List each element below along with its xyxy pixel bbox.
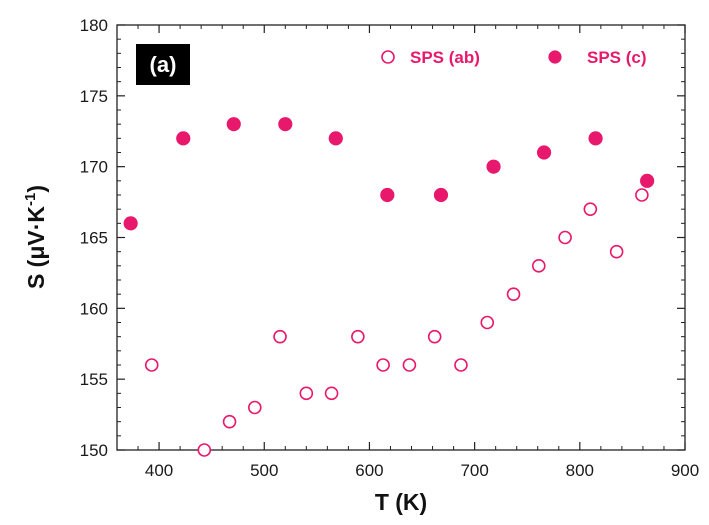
x-tick-label: 600 xyxy=(355,461,383,480)
data-point-sps-ab xyxy=(558,230,572,245)
legend-label-sps-c: SPS (c) xyxy=(587,48,647,67)
data-point-sps-c xyxy=(486,159,501,174)
y-axis-label-main: S (μV·K xyxy=(23,206,49,289)
data-point-sps-c xyxy=(278,117,293,132)
data-point-sps-ab xyxy=(144,358,159,372)
x-axis-label: T (K) xyxy=(375,489,427,515)
legend: SPS (ab) SPS (c) xyxy=(381,48,647,67)
x-tick-label: 400 xyxy=(145,461,173,480)
y-tick-label: 175 xyxy=(80,87,108,106)
legend-label-sps-ab: SPS (ab) xyxy=(410,48,480,67)
y-tick-label: 155 xyxy=(80,370,108,389)
data-point-sps-ab xyxy=(583,202,598,216)
y-axis-label: S (μV·K-1) xyxy=(22,185,49,289)
x-tick-labels: 400 500 600 700 800 900 xyxy=(145,461,699,480)
plot-area xyxy=(116,24,686,451)
data-point-sps-ab xyxy=(324,386,339,401)
data-points xyxy=(123,117,655,457)
data-point-sps-ab xyxy=(427,329,442,344)
data-point-sps-ab xyxy=(454,358,468,372)
y-tick-label: 165 xyxy=(80,229,108,248)
data-point-sps-c xyxy=(226,117,241,132)
y-tick-labels: 150 155 160 165 170 175 180 xyxy=(80,16,108,460)
data-point-sps-ab xyxy=(480,315,495,330)
data-point-sps-ab xyxy=(402,358,417,372)
data-point-sps-ab xyxy=(351,329,365,344)
data-point-sps-ab xyxy=(609,244,624,259)
data-point-sps-c xyxy=(176,131,191,146)
data-point-sps-ab xyxy=(197,443,212,457)
x-tick-label: 900 xyxy=(671,461,699,480)
data-point-sps-c xyxy=(380,187,395,203)
legend-marker-sps-ab xyxy=(381,50,395,64)
y-tick-label: 160 xyxy=(80,299,108,318)
data-point-sps-ab xyxy=(531,259,546,273)
panel-label: (a) xyxy=(136,44,190,85)
data-point-sps-ab xyxy=(506,287,521,301)
x-tick-label: 700 xyxy=(460,461,488,480)
y-axis-label-sup: -1 xyxy=(22,193,39,206)
axis-ticks xyxy=(116,24,686,451)
data-point-sps-c xyxy=(588,131,603,146)
data-point-sps-ab xyxy=(273,329,287,344)
x-tick-label: 800 xyxy=(566,461,594,480)
x-tick-label: 500 xyxy=(250,461,278,480)
y-tick-label: 150 xyxy=(80,441,108,460)
data-point-sps-ab xyxy=(299,386,314,401)
data-point-sps-c xyxy=(123,216,138,231)
legend-marker-sps-c xyxy=(548,50,562,64)
data-point-sps-ab xyxy=(222,414,237,429)
panel-label-text: (a) xyxy=(150,52,177,77)
data-point-sps-c xyxy=(536,145,552,160)
data-point-sps-c xyxy=(433,187,449,203)
y-axis-label-close: ) xyxy=(23,185,49,193)
y-tick-label: 170 xyxy=(80,158,108,177)
data-point-sps-c xyxy=(328,131,343,146)
data-point-sps-ab xyxy=(376,358,390,372)
data-point-sps-c xyxy=(640,173,655,188)
data-point-sps-ab xyxy=(247,400,262,415)
panel-label-box xyxy=(136,44,190,85)
y-tick-label: 180 xyxy=(80,16,108,35)
data-point-sps-ab xyxy=(635,188,649,202)
